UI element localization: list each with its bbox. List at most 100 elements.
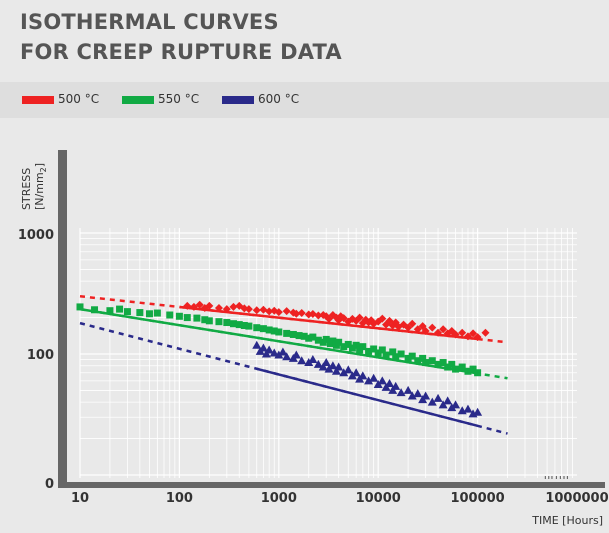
data-point [439,359,447,367]
data-point [205,317,213,325]
data-point [340,343,348,351]
data-point [407,391,417,400]
data-point [365,347,373,355]
x-tick-label: 10000 [356,491,401,506]
data-point [469,329,478,338]
data-point [319,311,328,320]
data-point [359,343,367,351]
data-point [474,369,482,377]
data-point [358,371,368,380]
plot-area [80,228,577,478]
x-tick-label: 100000 [450,491,504,506]
data-point [469,365,477,373]
data-point [222,305,231,314]
x-tick-label: 1000 [261,491,297,506]
data-point [348,314,357,323]
legend-swatch-600 [222,96,254,104]
data-point [451,400,461,409]
data-point [91,306,99,314]
data-point [473,333,482,342]
data-point [463,404,473,413]
data-point [419,354,427,362]
data-point [252,306,261,315]
data-point [214,303,223,312]
data-point [259,305,268,314]
data-point [258,343,268,352]
data-point [223,319,231,327]
legend-label-500: 500 °C [58,92,100,106]
data-point [404,354,412,362]
trend-solid [79,307,478,375]
data-point [308,355,318,364]
y-axis [58,150,67,488]
data-point [428,357,436,365]
legend-swatch-500 [22,96,54,104]
data-point [282,307,291,316]
data-point [339,314,348,323]
data-point [438,400,448,409]
data-point [421,326,430,335]
x-axis [58,482,605,488]
data-point [369,373,379,382]
trend-solid [256,367,478,428]
data-point [274,350,284,359]
data-point [352,341,360,349]
data-point [270,327,278,335]
data-point [265,326,273,334]
data-point [244,305,253,314]
data-point [443,329,452,338]
data-point [321,358,331,367]
data-point [339,368,349,377]
data-point [283,329,291,337]
data-point [428,323,437,332]
data-point [434,360,442,368]
series-2 [76,303,508,380]
legend-swatch-550 [122,96,154,104]
data-point [404,323,413,332]
y-tick-label: 100 [27,348,54,363]
data-point [388,321,397,330]
data-point [297,309,306,318]
y-tick-label: 0 [45,477,54,492]
legend-label-600: 600 °C [258,92,300,106]
trend-solid [179,305,478,341]
data-point [343,365,353,374]
data-point [322,335,330,343]
data-point [300,332,308,340]
data-point [175,312,183,320]
data-point [388,385,398,394]
data-point [397,350,405,358]
data-point [396,388,406,397]
data-point [189,302,198,311]
data-point [377,376,387,385]
data-point [385,379,395,388]
data-point [443,396,453,405]
data-point [76,303,84,311]
data-point [145,310,153,318]
data-point [329,337,337,345]
data-point [413,389,423,398]
data-point [391,318,400,327]
data-point [201,316,209,324]
data-point [305,334,313,342]
data-point [282,352,292,361]
data-point [205,301,214,310]
data-point [413,325,422,334]
data-point [253,324,261,332]
data-point [264,345,274,354]
data-point [427,397,437,406]
data-point [378,346,386,354]
data-point [252,340,262,349]
data-point [314,336,322,344]
data-point [355,313,364,322]
data-point [193,314,201,322]
data-point [328,311,337,320]
data-point [374,349,382,357]
data-point [348,344,356,352]
data-point [421,391,431,400]
data-point [235,321,243,329]
data-point [448,360,456,368]
legend: 500 °C 550 °C 600 °C [0,82,609,118]
data-point [215,318,223,326]
